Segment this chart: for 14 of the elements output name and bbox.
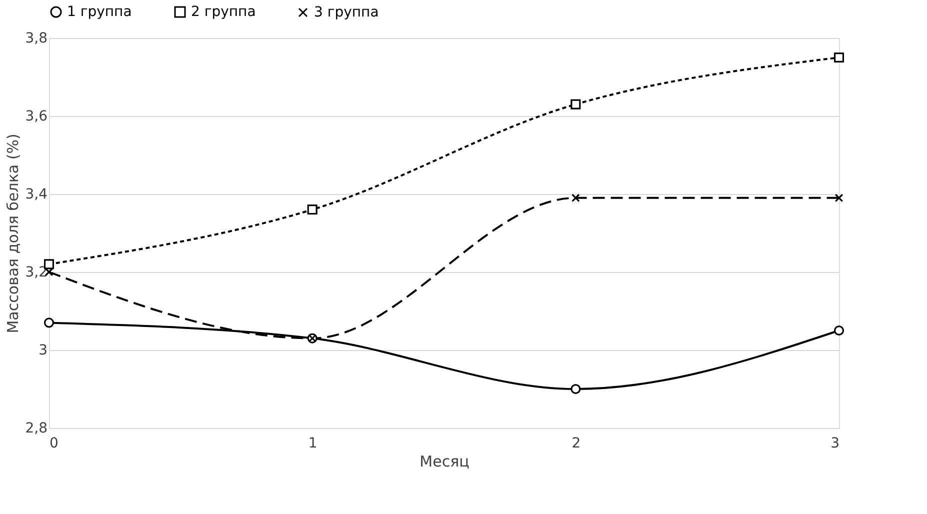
y-tick-label: 3,8	[25, 30, 48, 46]
y-tick-label: 2,8	[25, 420, 48, 436]
legend-label: 2 группа	[191, 4, 256, 20]
x-tick-label: 0	[50, 436, 58, 452]
x-tick-label: 1	[308, 436, 318, 452]
y-tick-label: 3,4	[25, 186, 48, 202]
y-axis-title: Массовая доля белка (%)	[4, 134, 22, 334]
x-tick-label: 3	[830, 436, 840, 452]
y-tick-label: 3	[38, 342, 48, 358]
legend-label: 1 группа	[67, 4, 132, 20]
x-axis-title: Месяц	[420, 452, 470, 470]
y-tick-label: 3,6	[25, 108, 48, 124]
legend-label: 3 группа	[314, 4, 379, 20]
x-tick-label: 2	[572, 436, 581, 452]
